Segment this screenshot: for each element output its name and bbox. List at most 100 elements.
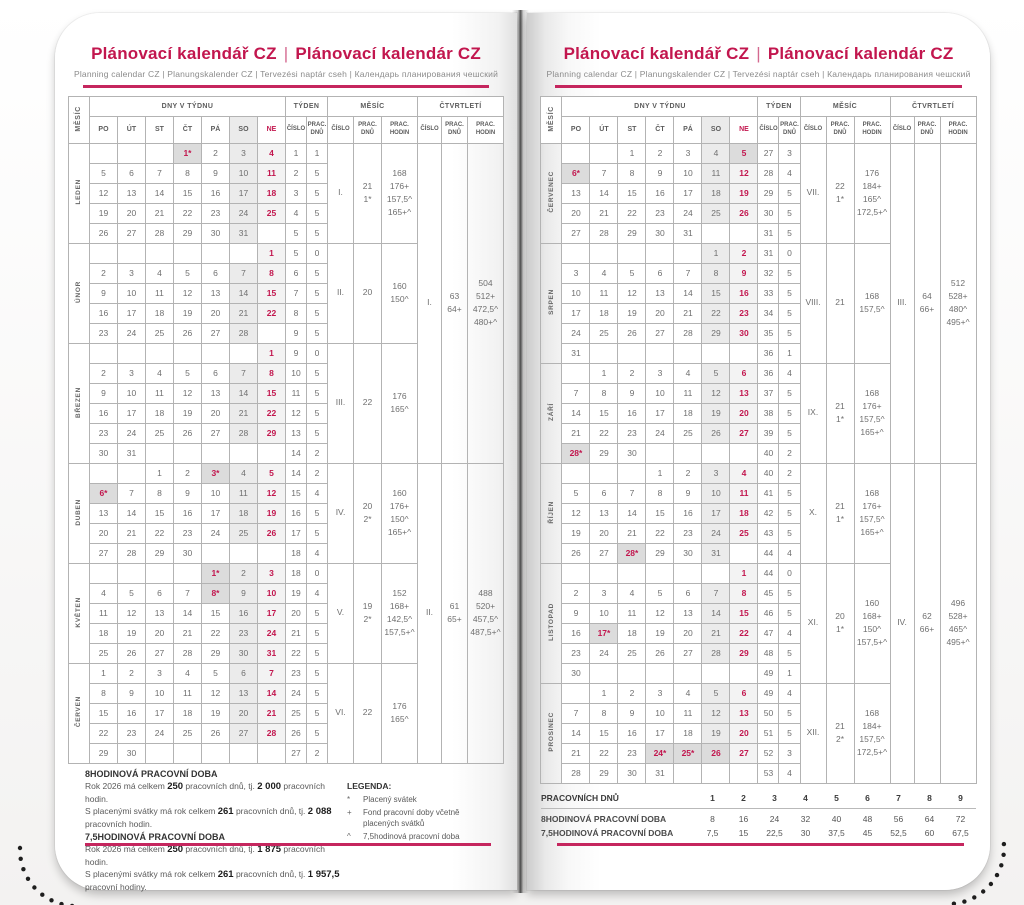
day-cell: 3: [144, 662, 174, 684]
quarter-workhours: 496 528+ 465^ 495+^: [939, 462, 977, 784]
month-name-label: PROSINEC: [547, 712, 555, 752]
week-workdays: 5: [778, 382, 801, 404]
day-cell: 22: [256, 402, 286, 424]
day-cell: [589, 662, 619, 684]
day-cell: 6: [589, 482, 619, 504]
day-cell: 7: [144, 162, 174, 184]
day-cell: 29: [589, 762, 619, 784]
month-name: DUBEN: [67, 462, 90, 564]
week-row: 9 10 11 12 13 14 15 7 5: [68, 282, 503, 304]
day-cell: 20: [729, 402, 759, 424]
day-cell: 7: [617, 482, 647, 504]
day-cell: 10: [144, 682, 174, 704]
day-cell: 25: [729, 522, 759, 544]
day-cell: 27: [673, 642, 703, 664]
work-time-value: 261: [217, 868, 234, 880]
day-cell: 8: [256, 362, 286, 384]
week-number: 11: [284, 382, 307, 404]
week-number: 24: [284, 682, 307, 704]
perforation-dot: [21, 867, 26, 872]
perforation-dot: [18, 856, 23, 861]
month-workdays: 21 1*: [353, 142, 382, 244]
day-cell: 6: [729, 362, 759, 384]
day-cell: 29: [88, 742, 118, 764]
week-workdays: 5: [305, 642, 329, 664]
week-workdays: 5: [305, 662, 329, 684]
day-cell: [228, 342, 258, 364]
calendar-table: MĚSÍC DNY V TÝDNU TÝDEN MĚSÍC ČTVRTLETÍ PO ÚT S…: [540, 95, 977, 784]
day-cell: [88, 562, 118, 584]
summary-line: 512: [950, 277, 966, 288]
working-hours-value: 37,5: [828, 827, 845, 838]
calendar-table-body: ČERVENEC 1 2 3 4 5 27 3 VII. 22 1* 176 184+ 165^ 172,5…: [540, 142, 977, 784]
day-cell: [589, 562, 619, 584]
week-number: 16: [284, 502, 307, 524]
sub-column-header: ČÍSLO: [417, 115, 442, 144]
month-column-header-label: MĚSÍC: [75, 105, 83, 132]
week-number: 49: [757, 682, 780, 704]
day-cell: 27: [88, 542, 118, 564]
summary-line: 22: [835, 180, 845, 191]
day-cell: 4: [144, 362, 174, 384]
day-cell: 1: [256, 342, 286, 364]
summary-line: 66+: [919, 624, 935, 634]
summary-line: 495+^: [946, 317, 970, 328]
day-cell: 11: [673, 382, 703, 404]
day-cell: 18: [729, 502, 759, 524]
day-cell: [144, 562, 174, 584]
summary-line: II.: [425, 607, 434, 618]
work-time-line: Rok 2026 má celkem 250 pracovních dnů, t…: [85, 780, 325, 804]
day-cell: 24: [116, 422, 146, 444]
perforation-dot: [981, 889, 986, 894]
week-workdays: 1: [305, 142, 329, 164]
day-cell: 30: [617, 762, 647, 784]
day-cell: 9: [617, 702, 647, 724]
day-cell: 6: [228, 662, 258, 684]
day-cell: 19: [88, 202, 118, 224]
page-title: Plánovací kalendář CZ | Plánovací kalendár…: [55, 44, 517, 64]
day-cell: 22: [701, 302, 731, 324]
summary-line: 142,5^: [386, 614, 413, 624]
summary-line: V.: [336, 607, 345, 618]
day-cell: 2: [673, 462, 703, 484]
sub-column-header: PRAC. DNŮ: [913, 115, 941, 144]
day-cell: 10: [228, 162, 258, 184]
month-name: ČERVENEC: [540, 142, 563, 244]
day-cell: 13: [729, 382, 759, 404]
day-cell: [729, 222, 759, 244]
month-name: ČERVEN: [67, 662, 90, 764]
day-cell: 3: [645, 682, 675, 704]
day-cell: 2: [645, 142, 675, 164]
sub-column-header: ČÍSLO: [327, 115, 354, 144]
month-column-header-label: MĚSÍC: [547, 105, 555, 132]
summary-line: 1*: [835, 414, 845, 424]
day-cell: 8: [589, 702, 619, 724]
week-row: 30 49 1: [541, 662, 976, 684]
day-cell: 8*: [200, 582, 230, 604]
week-workdays: 5: [305, 682, 329, 704]
sub-column-header: ČÍSLO: [799, 115, 827, 144]
day-cell: 23: [228, 622, 258, 644]
week-number: 49: [757, 662, 780, 684]
day-cell: 5: [617, 262, 647, 284]
summary-line: 487,5+^: [470, 627, 501, 638]
day-cell: 28: [172, 642, 202, 664]
day-cell: 29: [645, 542, 675, 564]
day-cell: [88, 142, 118, 164]
calendar-table-head: MĚSÍC DNY V TÝDNU TÝDEN MĚSÍC ČTVRTLETÍ PO ÚT S…: [540, 95, 977, 144]
day-cell: [589, 242, 619, 264]
summary-line: 157,5^: [859, 414, 885, 424]
day-cell: 8: [256, 262, 286, 284]
day-cell: 30: [200, 222, 230, 244]
day-cell: 20: [729, 722, 759, 744]
summary-line: 176+: [389, 500, 410, 511]
working-hours-value: 72: [955, 813, 966, 824]
working-days-count: 7: [896, 792, 901, 803]
day-cell: [200, 742, 230, 764]
day-cell: 10: [673, 162, 703, 184]
day-cell: 21: [256, 702, 286, 724]
calendar-table-head: MĚSÍC DNY V TÝDNU TÝDEN MĚSÍC ČTVRTLETÍ PO ÚT S…: [67, 95, 505, 144]
day-cell: 12: [729, 162, 759, 184]
day-cell: 2: [561, 582, 591, 604]
day-cell: [116, 242, 146, 264]
